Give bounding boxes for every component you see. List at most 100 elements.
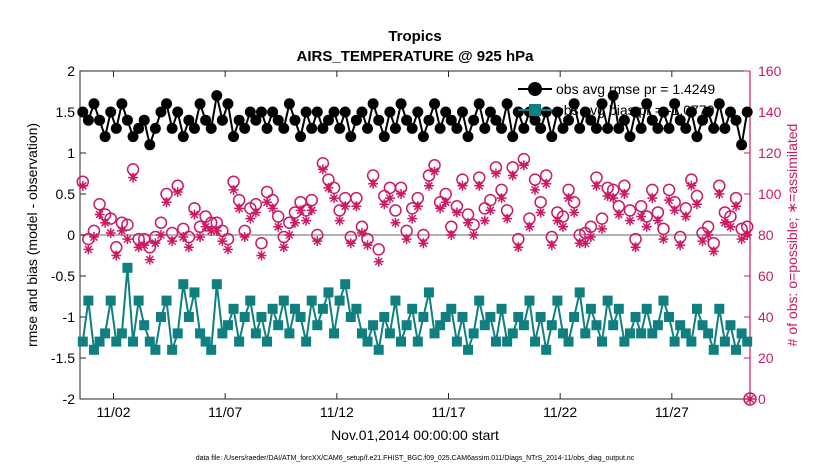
- bias-point: [463, 344, 474, 355]
- rmse-point: [138, 114, 150, 126]
- obs-assimilated-marker: [697, 236, 708, 247]
- rmse-point: [406, 122, 418, 134]
- rmse-point: [211, 90, 223, 102]
- rmse-point: [652, 122, 664, 134]
- obs-assimilated-marker: [496, 193, 507, 204]
- rmse-point: [378, 131, 390, 143]
- bias-point: [636, 328, 647, 339]
- rmse-point: [719, 122, 731, 134]
- obs-assimilated-marker: [714, 189, 725, 199]
- bias-point: [200, 336, 211, 347]
- rmse-point: [630, 106, 642, 118]
- bias-point: [273, 320, 284, 331]
- bias-point: [496, 303, 507, 314]
- bias-point: [122, 262, 133, 273]
- obs-assimilated-marker: [658, 234, 669, 245]
- obs-assimilated-marker: [535, 207, 546, 218]
- obs-assimilated-marker: [122, 234, 133, 245]
- rmse-point: [367, 98, 379, 110]
- chart-title: Tropics: [388, 28, 441, 45]
- obs-assimilated-marker: [423, 180, 434, 191]
- rmse-point: [713, 98, 725, 110]
- rmse-point: [512, 106, 524, 118]
- rmse-point: [451, 122, 463, 134]
- bias-point: [373, 344, 384, 355]
- bias-point: [697, 320, 708, 331]
- bias-point: [345, 312, 356, 322]
- rmse-point: [345, 131, 357, 143]
- obs-assimilated-marker: [731, 201, 742, 212]
- rmse-point: [462, 131, 474, 143]
- legend-rmse-marker: [528, 82, 542, 96]
- obs-assimilated-marker: [273, 221, 284, 232]
- bias-point: [351, 303, 362, 314]
- rmse-point: [724, 106, 736, 118]
- bias-point: [312, 320, 323, 331]
- obs-assimilated-marker: [418, 238, 429, 249]
- bias-point: [267, 303, 278, 314]
- obs-assimilated-marker: [217, 236, 228, 247]
- obs-assimilated-marker: [703, 230, 714, 240]
- rmse-point: [228, 131, 240, 143]
- rmse-point: [233, 114, 245, 126]
- obs-assimilated-marker: [278, 242, 289, 253]
- x-axis-label: Nov.01,2014 00:00:00 start: [331, 427, 499, 443]
- obs-assimilated-marker: [206, 225, 217, 236]
- obs-assimilated-marker: [83, 244, 94, 255]
- obs-assimilated-marker: [245, 213, 256, 224]
- bias-point: [100, 328, 111, 339]
- rmse-point: [222, 98, 234, 110]
- obs-assimilated-marker: [289, 217, 300, 228]
- bias-point: [535, 312, 546, 322]
- bias-point: [574, 287, 585, 298]
- obs-assimilated-marker: [167, 236, 178, 247]
- bias-point: [451, 336, 462, 347]
- y-left-tick-label: -1: [63, 309, 76, 325]
- bias-point: [167, 344, 178, 355]
- obs-assimilated-marker: [435, 203, 446, 214]
- bias-point: [94, 336, 105, 347]
- obs-assimilated-marker: [407, 213, 418, 224]
- bias-point: [356, 328, 367, 339]
- bias-point: [742, 336, 753, 347]
- bias-point: [111, 336, 122, 347]
- obs-possible-marker: [255, 236, 268, 250]
- bias-point: [418, 312, 429, 322]
- rmse-point: [272, 114, 284, 126]
- bias-point: [301, 336, 312, 347]
- rmse-point: [334, 122, 346, 134]
- obs-assimilated-marker: [440, 197, 451, 208]
- rmse-point: [518, 122, 530, 134]
- bias-point: [379, 312, 390, 322]
- bias-point: [602, 295, 613, 306]
- bias-point: [407, 303, 418, 314]
- rmse-point: [456, 106, 468, 118]
- rmse-point: [551, 106, 563, 118]
- rmse-point: [669, 98, 681, 110]
- bias-point: [518, 320, 529, 331]
- rmse-point: [546, 131, 558, 143]
- bias-point: [652, 320, 663, 331]
- obs-assimilated-marker: [144, 254, 155, 265]
- obs-assimilated-marker: [356, 227, 367, 238]
- rmse-point: [702, 106, 714, 118]
- obs-assimilated-marker: [580, 238, 591, 249]
- rmse-point: [172, 106, 184, 118]
- obs-assimilated-marker: [736, 234, 747, 245]
- rmse-point: [674, 114, 686, 126]
- rmse-point: [507, 131, 519, 143]
- bias-point: [178, 279, 189, 290]
- obs-assimilated-marker: [479, 215, 490, 226]
- obs-assimilated-marker: [463, 217, 474, 228]
- rmse-point: [306, 122, 318, 134]
- obs-assimilated-marker: [100, 217, 111, 228]
- obs-assimilated-marker: [323, 182, 334, 193]
- bias-point: [306, 295, 317, 306]
- rmse-point: [602, 122, 614, 134]
- bias-point: [144, 336, 155, 347]
- rmse-point: [339, 106, 351, 118]
- obs-assimilated-marker: [664, 195, 675, 206]
- obs-assimilated-marker: [139, 240, 150, 251]
- rmse-point: [77, 106, 89, 118]
- rmse-point: [535, 122, 547, 134]
